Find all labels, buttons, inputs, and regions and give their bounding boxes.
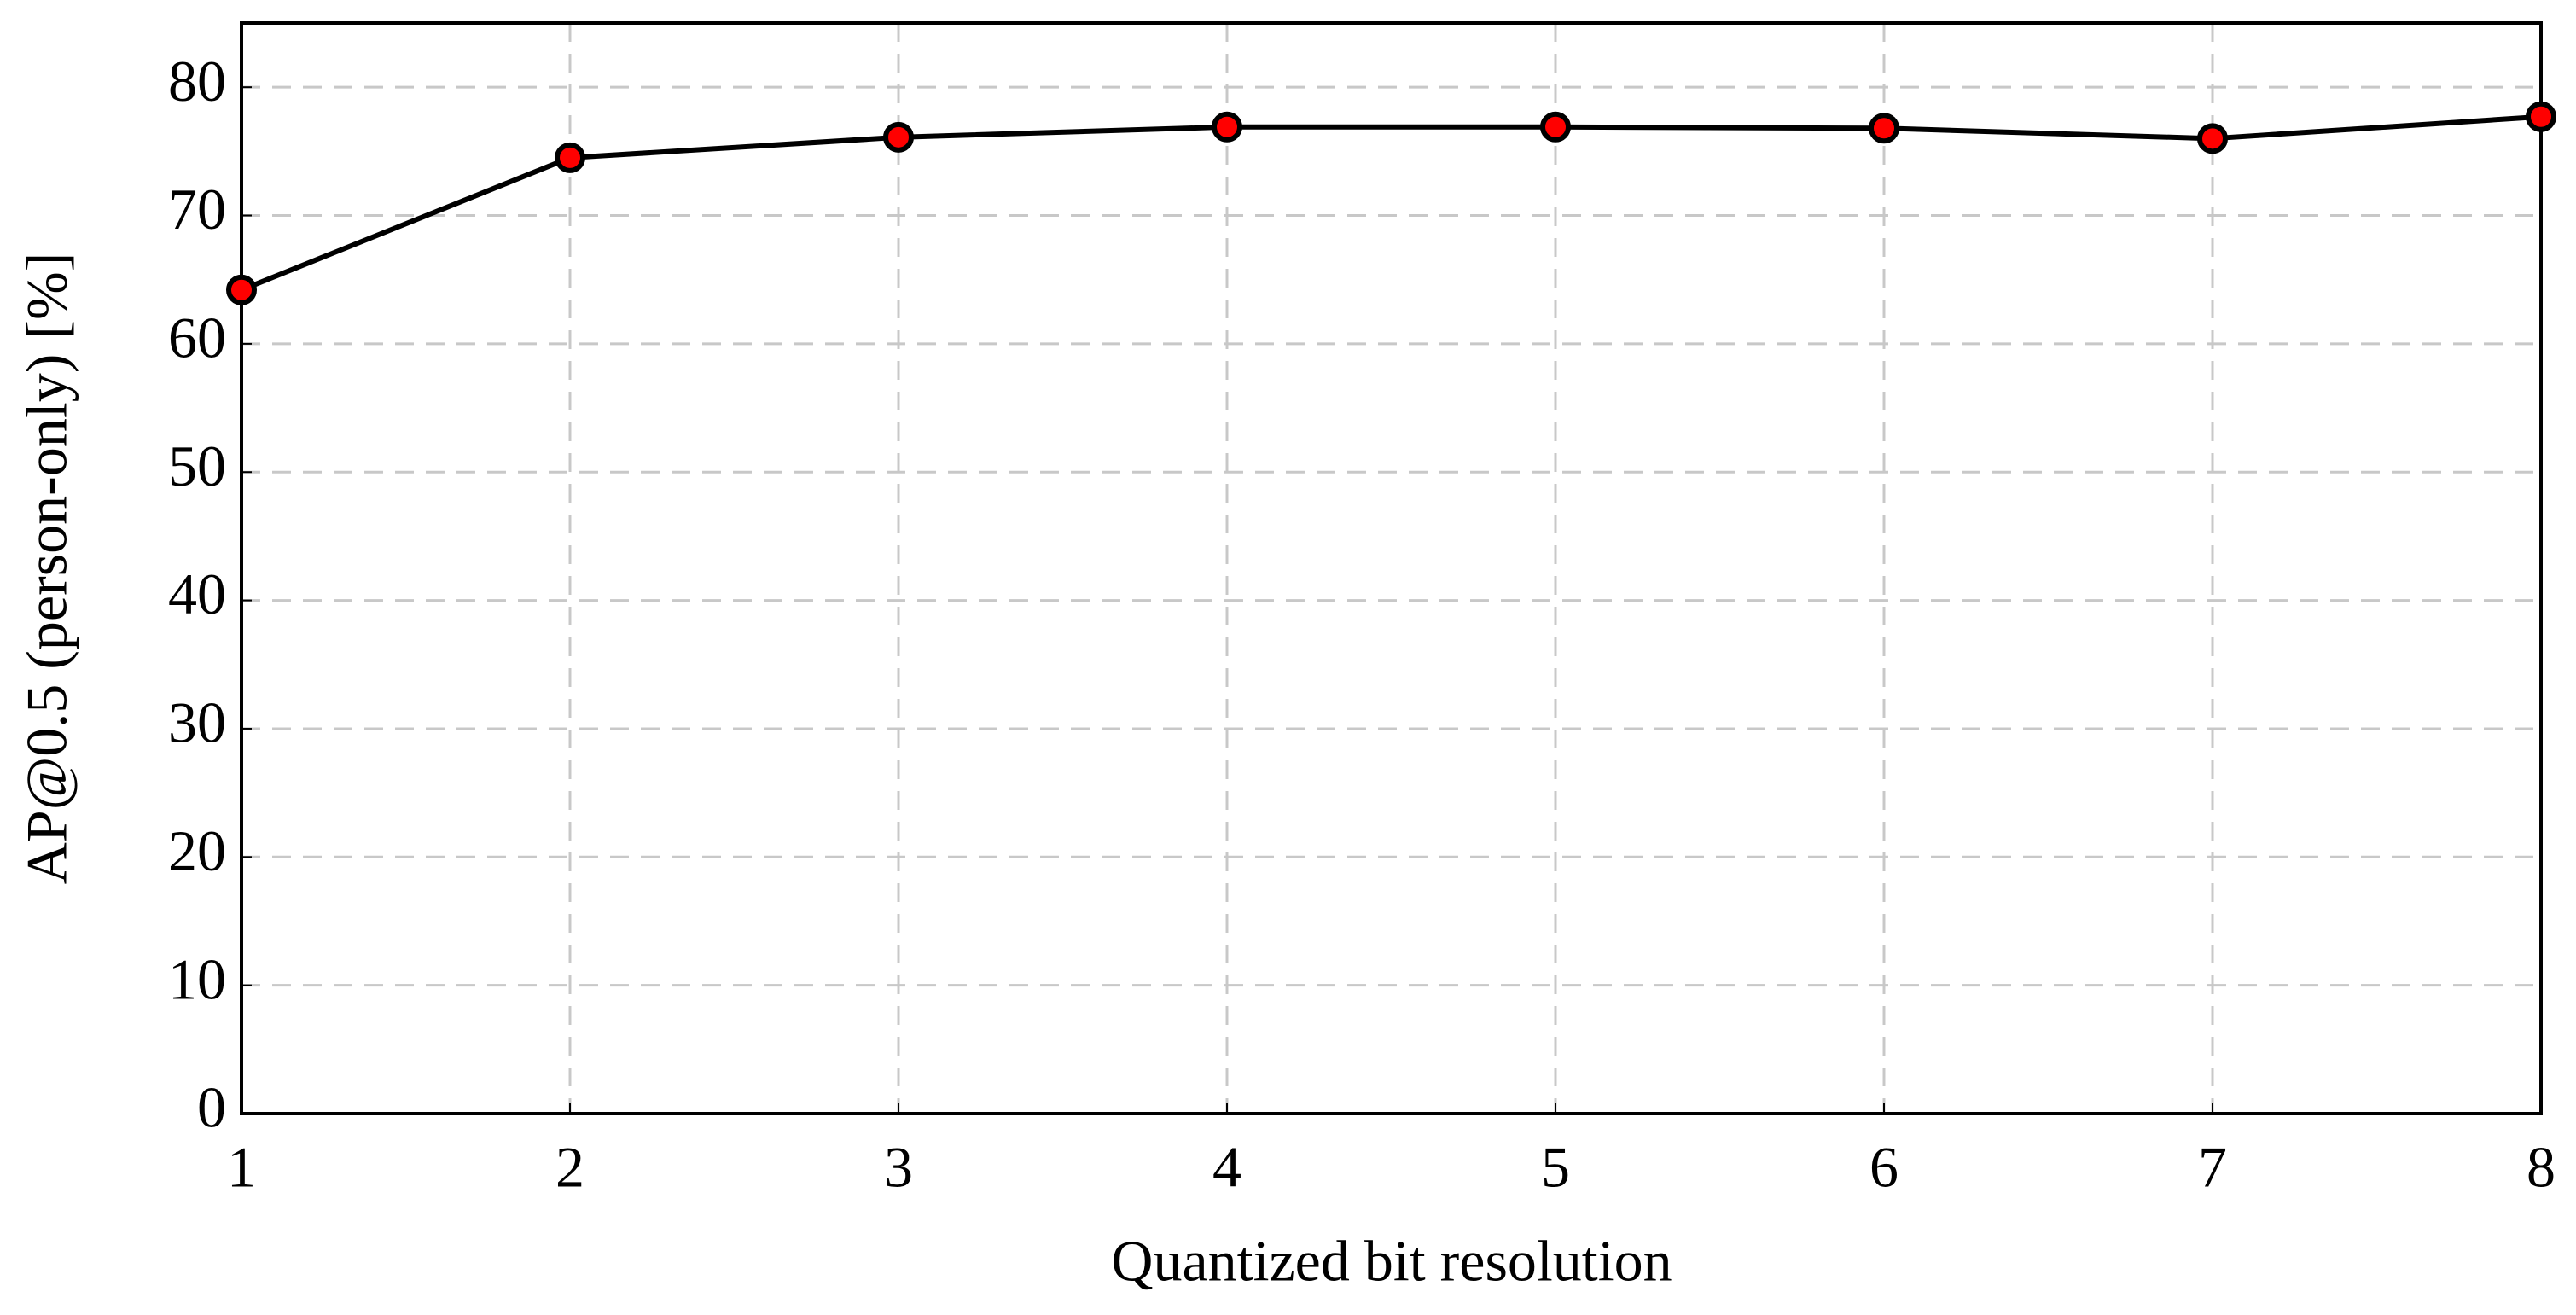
marker (2197, 123, 2228, 154)
y-tick-label: 50 (168, 433, 226, 498)
marker (2526, 101, 2556, 132)
y-tick-label: 30 (168, 690, 226, 755)
x-tick-label: 8 (2527, 1135, 2556, 1200)
line (240, 113, 2542, 293)
x-tick-label: 7 (2198, 1135, 2227, 1200)
x-axis-label: Quantized bit resolution (1111, 1229, 1672, 1294)
y-tick-label: 60 (168, 305, 226, 369)
y-tick-label: 20 (168, 818, 226, 883)
y-tick-label: 10 (168, 946, 226, 1011)
y-axis-label: AP@0.5 (person-only) [%] (15, 253, 79, 885)
marker (1540, 111, 1571, 143)
y-tick-label: 80 (168, 49, 226, 113)
x-tick-label: 2 (555, 1135, 584, 1200)
x-tick-label: 6 (1869, 1135, 1899, 1200)
marker (1212, 111, 1242, 143)
marker (555, 142, 585, 173)
plot-frame (240, 21, 2543, 1115)
x-tick-label: 3 (884, 1135, 913, 1200)
marker (883, 121, 914, 153)
x-tick-label: 1 (227, 1135, 256, 1200)
y-tick-label: 0 (197, 1075, 226, 1140)
y-tick-label: 40 (168, 561, 226, 626)
y-tick-label: 70 (168, 177, 226, 241)
x-tick-label: 5 (1541, 1135, 1570, 1200)
x-tick-label: 4 (1212, 1135, 1241, 1200)
marker (226, 274, 257, 305)
marker (1869, 113, 1899, 144)
